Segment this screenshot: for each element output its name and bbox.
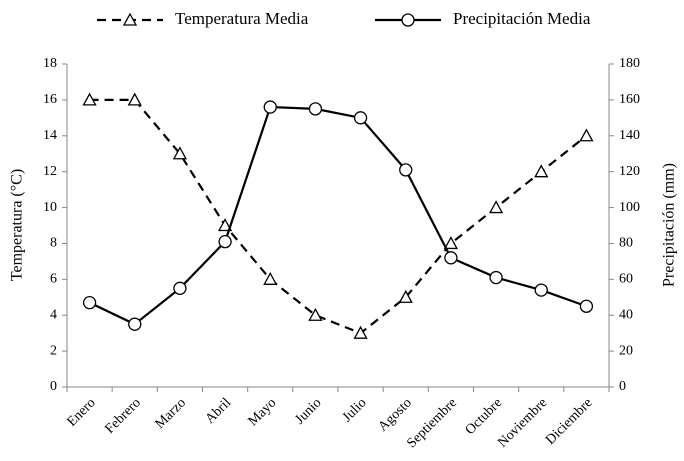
- y-tick-label: 6: [50, 272, 57, 287]
- y-tick-label: 4: [50, 307, 57, 322]
- y2-tick-label: 20: [619, 343, 633, 358]
- marker: [353, 111, 368, 125]
- legend-marker: [401, 13, 415, 27]
- legend-marker: [122, 12, 138, 26]
- y2-axis-title: Precipitación (mm): [661, 163, 678, 287]
- marker: [399, 163, 413, 177]
- x-tick-label: Junio: [292, 395, 324, 427]
- marker: [263, 100, 277, 114]
- x-tick-label: Febrero: [102, 395, 143, 436]
- series-line: [89, 105, 587, 326]
- marker: [534, 164, 549, 178]
- legend-label: Precipitación Media: [453, 9, 591, 28]
- marker: [398, 289, 413, 303]
- marker: [579, 299, 594, 313]
- series-line: [89, 98, 588, 335]
- x-tick-label: Octubre: [463, 395, 505, 437]
- marker: [128, 317, 142, 331]
- marker: [218, 234, 232, 249]
- y2-tick-label: 40: [619, 307, 633, 322]
- legend-label: Temperatura Media: [175, 9, 309, 28]
- x-tick-label: Septiembre: [404, 395, 460, 451]
- y-tick-label: 12: [43, 164, 57, 179]
- marker: [308, 102, 323, 116]
- x-tick-label: Diciembre: [543, 395, 595, 447]
- x-tick-label: Noviembre: [495, 395, 550, 450]
- marker: [308, 307, 323, 321]
- y-tick-label: 8: [50, 236, 57, 251]
- marker: [443, 236, 459, 250]
- marker: [534, 283, 548, 297]
- y-tick-label: 14: [43, 128, 57, 143]
- marker: [173, 281, 187, 295]
- marker: [489, 270, 503, 285]
- y-tick-label: 18: [43, 56, 57, 71]
- marker: [127, 92, 142, 106]
- x-tick-label: Mayo: [246, 395, 280, 429]
- marker: [172, 146, 188, 160]
- x-tick-label: Julio: [340, 395, 370, 425]
- y2-tick-label: 180: [619, 56, 640, 71]
- y2-tick-label: 120: [619, 164, 640, 179]
- marker: [82, 92, 97, 106]
- y2-tick-label: 160: [619, 92, 640, 107]
- marker: [579, 128, 594, 142]
- y2-tick-label: 140: [619, 128, 640, 143]
- y-tick-label: 16: [43, 92, 57, 107]
- marker: [82, 296, 97, 310]
- y2-tick-label: 60: [619, 272, 633, 287]
- y-tick-label: 2: [50, 343, 57, 358]
- y2-tick-label: 100: [619, 200, 640, 215]
- x-tick-label: Agosto: [376, 395, 415, 434]
- y2-tick-label: 80: [619, 236, 633, 251]
- marker: [488, 200, 504, 214]
- marker: [263, 271, 278, 285]
- marker: [217, 218, 233, 232]
- y-tick-label: 0: [50, 379, 57, 394]
- x-tick-label: Enero: [64, 395, 98, 429]
- y2-tick-label: 0: [619, 379, 626, 394]
- x-tick-label: Marzo: [153, 395, 189, 431]
- marker: [444, 251, 458, 265]
- y-tick-label: 10: [43, 200, 57, 215]
- marker: [353, 325, 368, 339]
- x-tick-label: Abril: [203, 395, 235, 427]
- y-axis-title: Temperatura (°C): [9, 169, 26, 281]
